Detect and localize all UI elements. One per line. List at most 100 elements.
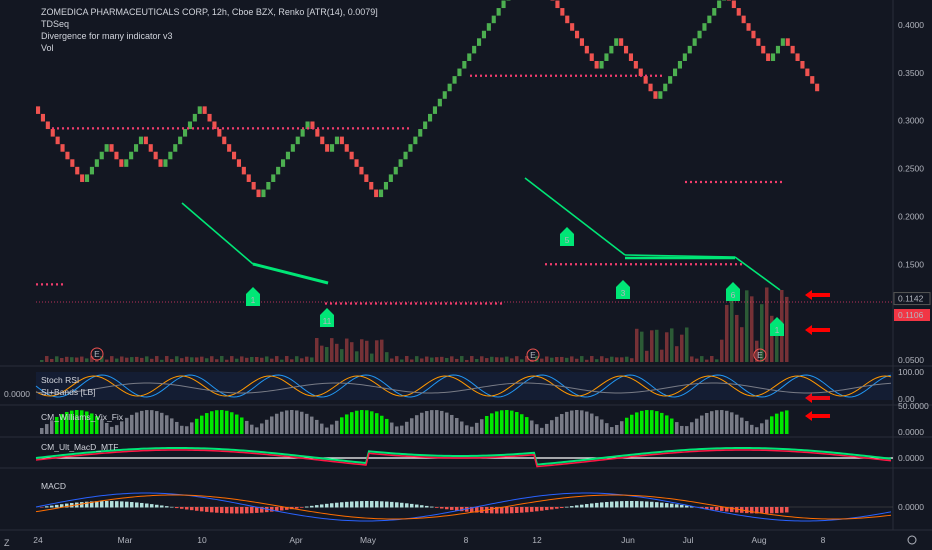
vix-bar	[580, 410, 584, 434]
vix-bar	[710, 411, 714, 434]
macd-histogram-bar	[285, 507, 289, 510]
volume-bar	[700, 356, 704, 362]
volume-bar	[750, 296, 754, 362]
renko-brick	[663, 83, 668, 92]
macd-histogram-bar	[660, 502, 664, 508]
vix-bar	[265, 419, 269, 434]
legend-vol[interactable]: Vol	[41, 43, 54, 53]
vix-bar	[635, 412, 639, 434]
macd-histogram-bar	[365, 501, 369, 508]
volume-bar	[740, 327, 744, 362]
volume-bar	[505, 356, 509, 362]
macd-histogram-bar	[370, 501, 374, 508]
macd-histogram-bar	[60, 504, 64, 508]
volume-bar	[390, 358, 394, 362]
volume-bar	[690, 356, 694, 362]
macd-histogram-bar	[235, 507, 239, 514]
volume-bar	[265, 356, 269, 362]
vix-bar	[310, 416, 314, 434]
macd-ult-label[interactable]: CM_Ult_MacD_MTF	[41, 442, 119, 452]
timezone-label[interactable]: Z	[4, 538, 10, 548]
price-tick: 0.0500	[898, 355, 924, 365]
vix-bar	[195, 418, 199, 434]
si-bands-label[interactable]: SI+Bands [LB]	[41, 387, 96, 397]
volume-bar	[610, 356, 614, 362]
macd-histogram-bar	[90, 501, 94, 508]
vix-bar	[415, 415, 419, 434]
legend-divergence[interactable]: Divergence for many indicator v3	[41, 31, 173, 41]
vix-bar	[120, 421, 124, 434]
volume-bar	[450, 356, 454, 362]
macd-label[interactable]: MACD	[41, 481, 67, 491]
vix-bar	[270, 416, 274, 434]
earnings-icon	[90, 347, 104, 361]
vix-bar	[740, 417, 744, 434]
earnings-label: E	[94, 349, 100, 359]
volume-bar	[540, 358, 544, 362]
divergence-trend-line-bold	[252, 262, 329, 285]
volume-bar	[565, 357, 569, 362]
vix-bar	[400, 425, 404, 434]
vix-fix-label[interactable]: CM_Williams_Vix_Fix	[41, 412, 124, 422]
macd-histogram-bar	[590, 503, 594, 508]
vix-bar	[160, 412, 164, 434]
volume-bar	[445, 357, 449, 362]
price-tick: 0.3500	[898, 68, 924, 78]
stoch-tick-100: 100.00	[898, 367, 924, 377]
macd-histogram-bar	[705, 507, 709, 509]
renko-brick	[197, 106, 202, 114]
volume-bar	[295, 356, 299, 362]
red-arrow-icon	[805, 411, 830, 421]
price-tick: 0.2500	[898, 164, 924, 174]
volume-bar	[600, 356, 604, 362]
volume-bar	[405, 356, 409, 362]
vix-bar	[565, 411, 569, 434]
renko-brick	[134, 144, 139, 152]
renko-brick	[192, 113, 197, 122]
vix-bar	[410, 418, 414, 434]
red-arrow-icon	[805, 325, 830, 335]
renko-brick	[614, 38, 619, 46]
vix-bar	[705, 412, 709, 434]
renko-brick	[119, 159, 124, 167]
macd-histogram-bar	[640, 501, 644, 508]
volume-bar	[345, 338, 349, 362]
macd-histogram-bar	[150, 504, 154, 508]
renko-brick	[418, 129, 423, 137]
legend-tdseq[interactable]: TDSeq	[41, 19, 70, 29]
renko-brick	[40, 113, 45, 122]
macd-histogram-bar	[255, 507, 259, 513]
macd-histogram-bar	[400, 502, 404, 508]
time-axis-label: 10	[197, 535, 207, 545]
price-tick: 0.4000	[898, 20, 924, 30]
chart-legend: ZOMEDICA PHARMACEUTICALS CORP, 12h, Cboe…	[41, 6, 378, 54]
vix-bar	[230, 412, 234, 434]
vix-bar	[180, 425, 184, 434]
vix-bar	[620, 421, 624, 434]
last-price-label: 0.1142	[898, 294, 924, 304]
renko-brick	[780, 38, 785, 46]
volume-bar	[680, 334, 684, 362]
vix-bar	[450, 414, 454, 434]
time-axis-label: 24	[33, 535, 43, 545]
vix-bar	[235, 414, 239, 434]
renko-brick	[579, 38, 584, 46]
macd-ult-signal	[35, 449, 892, 468]
stoch-rsi-label[interactable]: Stoch RSI	[41, 375, 80, 385]
renko-brick	[731, 0, 736, 9]
renko-brick	[50, 129, 55, 137]
macd-histogram-bar	[765, 507, 769, 514]
buy-signal-label: 6	[731, 290, 736, 300]
macd-histogram-bar	[675, 504, 679, 508]
stoch-band	[36, 372, 893, 400]
vix-bar	[305, 413, 309, 434]
macd-histogram-bar	[520, 507, 524, 513]
macd-histogram-bar	[280, 507, 284, 511]
volume-bar	[150, 358, 154, 362]
macd-histogram-bar	[250, 507, 254, 514]
renko-brick	[408, 144, 413, 152]
renko-brick	[383, 181, 388, 190]
macd-histogram-bar	[295, 507, 299, 509]
macd-histogram-bar	[545, 507, 549, 511]
